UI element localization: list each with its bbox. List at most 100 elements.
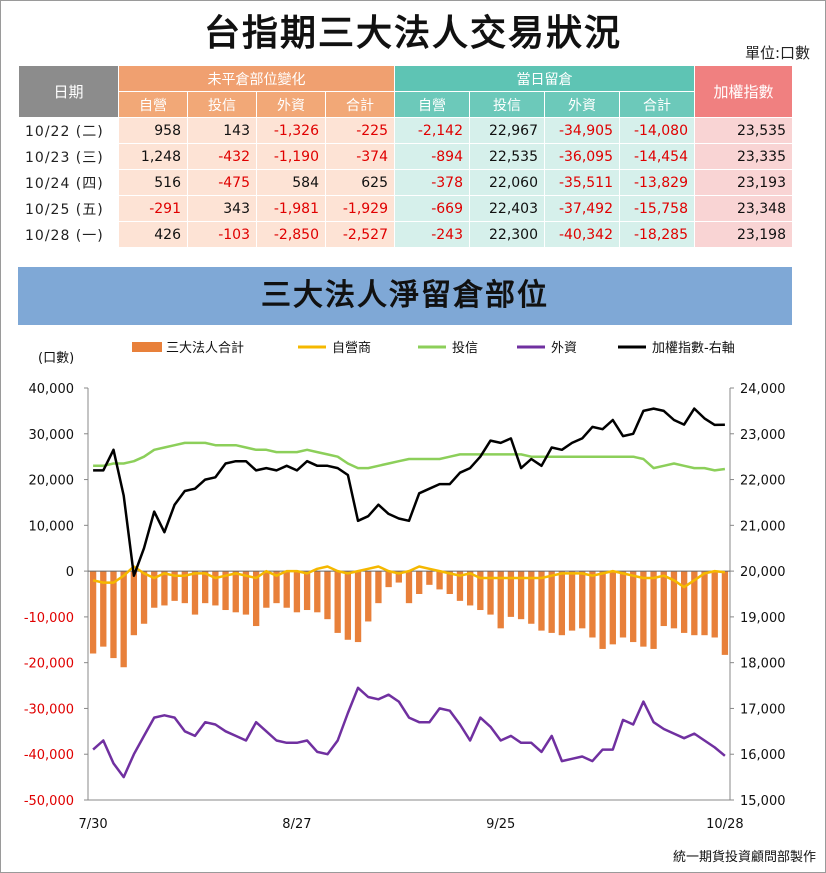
oi-change-cell: -1,981 (256, 195, 326, 222)
page-title: 台指期三大法人交易狀況 (203, 13, 622, 54)
row-date: 10/25 (五) (18, 195, 119, 222)
bar-total (650, 571, 657, 649)
daily-hold-cell: 22,060 (469, 169, 545, 196)
bar-total (579, 571, 586, 629)
subheader-cell: 投信 (187, 91, 257, 118)
data-table: 日期 未平倉部位變化 當日留倉 加權指數 自營 投信 外資 合計 自營 投信 外資 合計 10… (18, 65, 793, 248)
oi-change-cell: 426 (118, 221, 188, 248)
bar-total (609, 571, 616, 645)
bar-total (528, 571, 535, 624)
bar-total (375, 571, 382, 604)
daily-hold-cell: -36,095 (544, 143, 620, 170)
bar-total (507, 571, 515, 617)
oi-change-cell: -103 (187, 221, 257, 248)
y-tick-label: 0 (66, 565, 74, 580)
subheader-cell: 投信 (469, 91, 545, 118)
bar-total (151, 571, 158, 608)
bar-total (558, 571, 566, 636)
bar-total (273, 571, 280, 604)
bar-total (466, 571, 474, 606)
legend-label-total: 三大法人合計 (166, 340, 244, 356)
bar-total (517, 571, 525, 620)
bar-total (242, 571, 250, 615)
bar-total (354, 571, 362, 643)
oi-change-cell: 625 (325, 169, 395, 196)
bar-total (120, 571, 127, 668)
chart-title: 三大法人淨留倉部位 (18, 267, 792, 325)
bar-total (344, 571, 352, 640)
table-row: 10/22 (二) 958 143 -1,326 -225 -2,142 22,967 -34… (18, 117, 793, 144)
line-dealer (92, 565, 726, 589)
y2-tick-label: 17,000 (740, 702, 786, 717)
bar-total (263, 571, 270, 608)
bar-total (691, 571, 698, 636)
row-date: 10/23 (三) (18, 143, 119, 170)
bar-total (711, 571, 718, 638)
subheader-row: 自營 投信 外資 合計 自營 投信 外資 合計 (19, 91, 793, 118)
bar-total (365, 571, 372, 622)
bar-total (395, 571, 402, 583)
subheader-cell: 外資 (544, 91, 620, 118)
row-date: 10/22 (二) (18, 117, 119, 144)
y-tick-label: 10,000 (29, 519, 75, 534)
bar-total (456, 571, 464, 601)
bar-total (171, 571, 178, 601)
oi-change-cell: -1,190 (256, 143, 326, 170)
y2-tick-label: 20,000 (740, 565, 786, 580)
header-index: 加權指數 (694, 65, 793, 118)
oi-change-cell: -1,929 (325, 195, 395, 222)
daily-hold-cell: -14,080 (619, 117, 695, 144)
y-tick-label: -50,000 (24, 794, 74, 809)
oi-change-cell: -2,850 (256, 221, 326, 248)
bar-total (589, 571, 596, 638)
oi-change-cell: -291 (118, 195, 188, 222)
y2-tick-label: 19,000 (740, 611, 786, 626)
bar-total (140, 571, 148, 624)
index-cell: 23,348 (694, 195, 793, 222)
header-daily-hold: 當日留倉 (394, 65, 695, 92)
daily-hold-cell: -35,511 (544, 169, 620, 196)
bar-total (630, 571, 637, 643)
table-row: 10/25 (五) -291 343 -1,981 -1,929 -669 22,403 -3… (18, 195, 793, 222)
y2-tick-label: 24,000 (740, 382, 786, 397)
y2-tick-label: 22,000 (740, 474, 786, 489)
bar-total (283, 571, 290, 608)
unit-label: 單位:口數 (744, 44, 810, 62)
x-tick-label: 8/27 (282, 817, 311, 832)
y-tick-label: -10,000 (24, 611, 74, 626)
bar-total (303, 571, 311, 611)
y-tick-label: -20,000 (24, 657, 74, 672)
legend-swatch-total (132, 342, 162, 352)
bar-total (314, 571, 321, 613)
bar-total (334, 571, 341, 633)
bar-total (232, 571, 239, 613)
daily-hold-cell: -669 (394, 195, 470, 222)
bar-total (487, 571, 494, 615)
daily-hold-cell: -378 (394, 169, 470, 196)
bar-total (222, 571, 229, 611)
bar-total (599, 571, 606, 649)
oi-change-cell: 958 (118, 117, 188, 144)
bar-total (202, 571, 209, 604)
daily-hold-cell: -243 (394, 221, 470, 248)
daily-hold-cell: -40,342 (544, 221, 620, 248)
bar-total (89, 571, 97, 654)
daily-hold-cell: -34,905 (544, 117, 620, 144)
x-tick-label: 7/30 (78, 817, 107, 832)
bar-total (721, 571, 729, 655)
x-tick-label: 10/28 (706, 817, 743, 832)
subheader-cell: 合計 (325, 91, 395, 118)
oi-change-cell: 343 (187, 195, 257, 222)
legend: 三大法人合計 自營商 投信 外資 加權指數-右軸 (132, 340, 735, 356)
bar-total (568, 571, 576, 631)
oi-change-cell: 584 (256, 169, 326, 196)
bar-total (252, 571, 260, 627)
row-date: 10/24 (四) (18, 169, 119, 196)
bar-total (405, 571, 413, 604)
index-cell: 23,335 (694, 143, 793, 170)
daily-hold-cell: -15,758 (619, 195, 695, 222)
bar-total (212, 571, 219, 606)
bar-total (660, 571, 667, 627)
daily-hold-cell: 22,535 (469, 143, 545, 170)
daily-hold-cell: -894 (394, 143, 470, 170)
